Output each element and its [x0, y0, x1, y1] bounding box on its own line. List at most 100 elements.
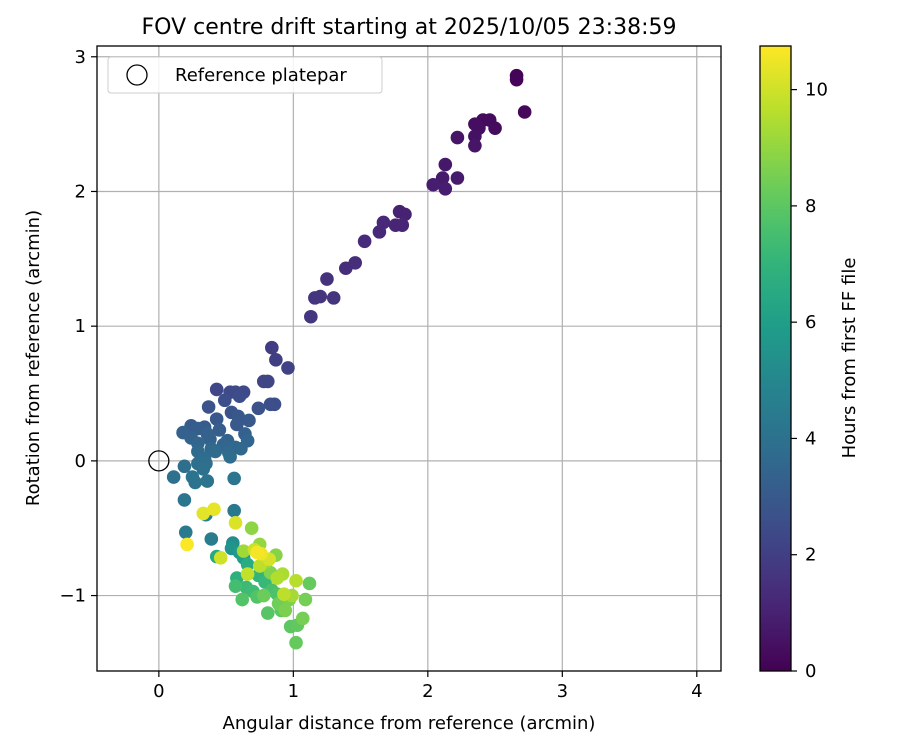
y-axis-label: Rotation from reference (arcmin) — [23, 210, 44, 506]
y-tick-label: 1 — [75, 316, 86, 337]
data-point — [338, 261, 353, 276]
data-point — [517, 105, 532, 119]
data-point — [372, 225, 387, 239]
data-point — [235, 592, 250, 607]
data-point — [468, 129, 482, 144]
data-point — [204, 532, 219, 546]
data-point — [298, 592, 313, 607]
data-point — [357, 234, 372, 249]
data-point — [227, 503, 241, 518]
x-axis-label: Angular distance from reference (arcmin) — [223, 713, 596, 734]
data-point — [208, 444, 223, 459]
data-point — [250, 545, 264, 560]
data-point — [450, 171, 465, 185]
colorbar-tick-label: 8 — [805, 196, 816, 217]
data-point — [177, 493, 192, 507]
data-point — [178, 525, 193, 540]
data-point — [289, 635, 303, 650]
data-point — [228, 579, 243, 593]
data-point — [240, 557, 255, 572]
data-point — [398, 207, 412, 222]
data-point — [188, 475, 202, 490]
data-point — [267, 397, 282, 412]
data-point — [302, 576, 317, 591]
data-point — [166, 470, 181, 484]
data-point — [260, 606, 275, 620]
x-tick-label: 1 — [288, 681, 299, 702]
colorbar-tick-label: 4 — [805, 428, 816, 449]
reference-platepar-marker — [148, 450, 170, 472]
data-point — [304, 309, 318, 324]
data-point — [252, 559, 267, 573]
data-point — [326, 291, 341, 305]
data-point — [256, 374, 271, 389]
y-axis-ticks: −1 0 1 2 3 — [59, 47, 97, 607]
data-point — [180, 537, 194, 552]
data-point — [450, 130, 465, 145]
data-point — [313, 289, 328, 304]
colorbar-tick-label: 2 — [805, 545, 816, 566]
data-point — [251, 401, 266, 416]
legend-box — [107, 56, 383, 94]
data-point — [278, 603, 293, 618]
colorbar: 0 2 4 6 8 10 Hours from first FF file — [759, 45, 860, 682]
data-point — [200, 474, 215, 488]
data-point — [488, 121, 502, 135]
colorbar-tick-label: 6 — [805, 312, 816, 333]
colorbar-label: Hours from first FF file — [839, 258, 860, 459]
data-point — [232, 389, 247, 404]
colorbar-tick-label: 10 — [805, 80, 828, 101]
legend-entry-reference: Reference platepar — [175, 65, 347, 86]
data-point — [240, 567, 255, 581]
data-point — [265, 340, 279, 355]
chart-title: FOV centre drift starting at 2025/10/05 … — [142, 15, 677, 40]
data-point — [223, 450, 237, 464]
x-tick-label: 4 — [691, 681, 702, 702]
data-point — [196, 462, 211, 476]
data-point — [438, 157, 453, 172]
grid — [97, 46, 721, 671]
data-point — [244, 521, 259, 536]
data-point — [207, 502, 221, 517]
data-point — [196, 506, 211, 521]
data-point — [435, 171, 450, 185]
data-point — [395, 218, 410, 232]
data-point — [236, 544, 251, 558]
legend: Reference platepar — [107, 56, 383, 94]
legend-marker-icon — [126, 64, 148, 86]
data-point — [289, 573, 303, 588]
x-axis-ticks: 0 1 2 3 4 — [153, 671, 703, 702]
reference-marker-layer — [148, 450, 170, 472]
data-point — [320, 272, 334, 286]
data-point — [209, 382, 224, 397]
colorbar-gradient — [759, 45, 792, 672]
data-point — [468, 138, 482, 153]
data-point — [209, 412, 224, 426]
y-tick-label: 2 — [75, 181, 86, 202]
data-point — [269, 353, 283, 367]
plot-frame — [96, 45, 722, 672]
x-tick-label: 3 — [557, 681, 568, 702]
y-tick-label: 3 — [75, 47, 86, 68]
data-point — [277, 587, 291, 602]
data-point — [177, 459, 192, 474]
data-point — [438, 181, 453, 196]
data-point — [230, 417, 244, 432]
data-point — [270, 571, 285, 585]
colorbar-tick-label: 0 — [805, 661, 816, 682]
data-point — [426, 177, 441, 192]
data-point — [281, 361, 295, 375]
colorbar-ticks: 0 2 4 6 8 10 — [791, 80, 828, 682]
data-point — [234, 441, 248, 456]
scatter-points — [166, 68, 532, 650]
data-point — [509, 72, 524, 87]
data-point — [201, 400, 216, 414]
data-point — [227, 471, 241, 486]
data-point — [256, 588, 271, 603]
y-tick-label: −1 — [59, 586, 86, 607]
data-point — [217, 393, 232, 408]
data-point — [213, 551, 228, 565]
data-point — [212, 423, 227, 437]
y-tick-label: 0 — [75, 451, 86, 472]
